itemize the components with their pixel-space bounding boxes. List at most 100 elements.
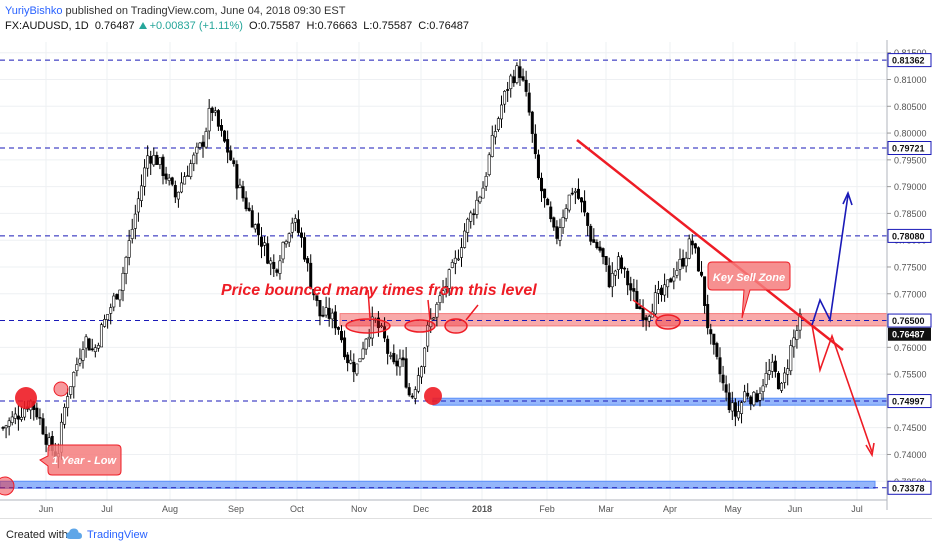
candle (666, 279, 670, 298)
candle (78, 348, 82, 367)
level-tag-5 (887, 480, 932, 495)
candle (213, 106, 217, 117)
candle (1, 426, 5, 431)
candle (613, 269, 617, 287)
candle (121, 266, 125, 302)
candle (367, 328, 371, 347)
candle (715, 341, 719, 360)
candle (512, 69, 516, 87)
candle (466, 217, 470, 243)
candle (736, 400, 740, 421)
candle (238, 178, 242, 189)
candle (216, 109, 220, 131)
candle (423, 347, 427, 374)
candle (355, 363, 359, 377)
bounce-marker-4 (655, 314, 681, 330)
created-with-label: Created with (6, 529, 68, 541)
candle (173, 180, 177, 204)
bounce-marker-1 (345, 318, 391, 334)
candle (435, 301, 439, 327)
candle (139, 174, 143, 208)
candle (706, 294, 710, 335)
candle (620, 255, 624, 274)
candle (259, 227, 263, 259)
candle (232, 157, 236, 167)
candle (299, 227, 303, 248)
candle (632, 278, 636, 301)
candle (453, 250, 457, 275)
candle (281, 241, 285, 264)
candle (712, 333, 716, 355)
key-sell-zone-label: Key Sell Zone (713, 272, 785, 284)
candle (143, 159, 147, 196)
candle (783, 367, 787, 389)
candle (733, 398, 737, 427)
candle (198, 141, 202, 150)
candle (549, 201, 553, 223)
x-tick-label: Apr (663, 504, 677, 514)
candle (235, 160, 239, 200)
level-tag-2 (887, 228, 932, 243)
candle (509, 73, 513, 98)
candle (183, 172, 187, 185)
y-tick-label: 0.74500 (894, 423, 927, 433)
x-tick-label: Oct (290, 504, 305, 514)
candle (109, 303, 113, 325)
high-value: H:0.76663 (306, 20, 358, 32)
candle (623, 266, 627, 278)
candle (124, 255, 128, 285)
candle (90, 338, 94, 352)
tradingview-link[interactable]: TradingView (87, 529, 148, 541)
candle (764, 361, 768, 388)
candle (533, 124, 537, 159)
bounce-arrow-1 (367, 289, 371, 319)
candle (312, 289, 316, 301)
candle (136, 191, 140, 222)
candle (293, 214, 297, 232)
candle (226, 130, 230, 164)
symbol-name[interactable]: FX:AUDUSD, 1D (5, 20, 89, 32)
candle (7, 417, 11, 436)
candle (583, 190, 587, 217)
level-tag-label: 0.73378 (892, 483, 925, 493)
candle (69, 386, 73, 399)
candle (207, 99, 211, 140)
low-marker-2 (53, 381, 69, 397)
candle (395, 354, 399, 376)
candle (75, 357, 79, 377)
candle (653, 284, 657, 317)
candle (266, 236, 270, 265)
level-tag-0 (887, 53, 932, 68)
candle (167, 174, 171, 186)
candle (493, 124, 497, 145)
candle (595, 239, 599, 250)
candle (758, 387, 762, 407)
candle (35, 402, 39, 420)
candle (490, 125, 494, 158)
candle (503, 90, 507, 113)
candle (346, 352, 350, 372)
key-sell-zone-callout (707, 261, 791, 319)
y-tick-label: 0.76000 (894, 343, 927, 353)
candle (743, 384, 747, 403)
candle (540, 172, 544, 202)
candle (4, 424, 8, 439)
author-link[interactable]: YuriyBishko (5, 5, 63, 17)
candle (318, 300, 322, 326)
candle (99, 322, 103, 348)
y-tick-label: 0.77500 (894, 262, 927, 272)
candle (444, 277, 448, 298)
candle (795, 325, 799, 349)
candle (555, 220, 559, 245)
candle (179, 172, 183, 194)
candle (530, 110, 534, 143)
candle (798, 308, 802, 339)
x-tick-label: Aug (162, 504, 178, 514)
low-marker-1 (15, 387, 37, 409)
candle (604, 256, 608, 272)
candle (441, 280, 445, 304)
y-tick-label: 0.79500 (894, 155, 927, 165)
candle (343, 330, 347, 360)
last-price-label: 0.76487 (892, 330, 925, 340)
